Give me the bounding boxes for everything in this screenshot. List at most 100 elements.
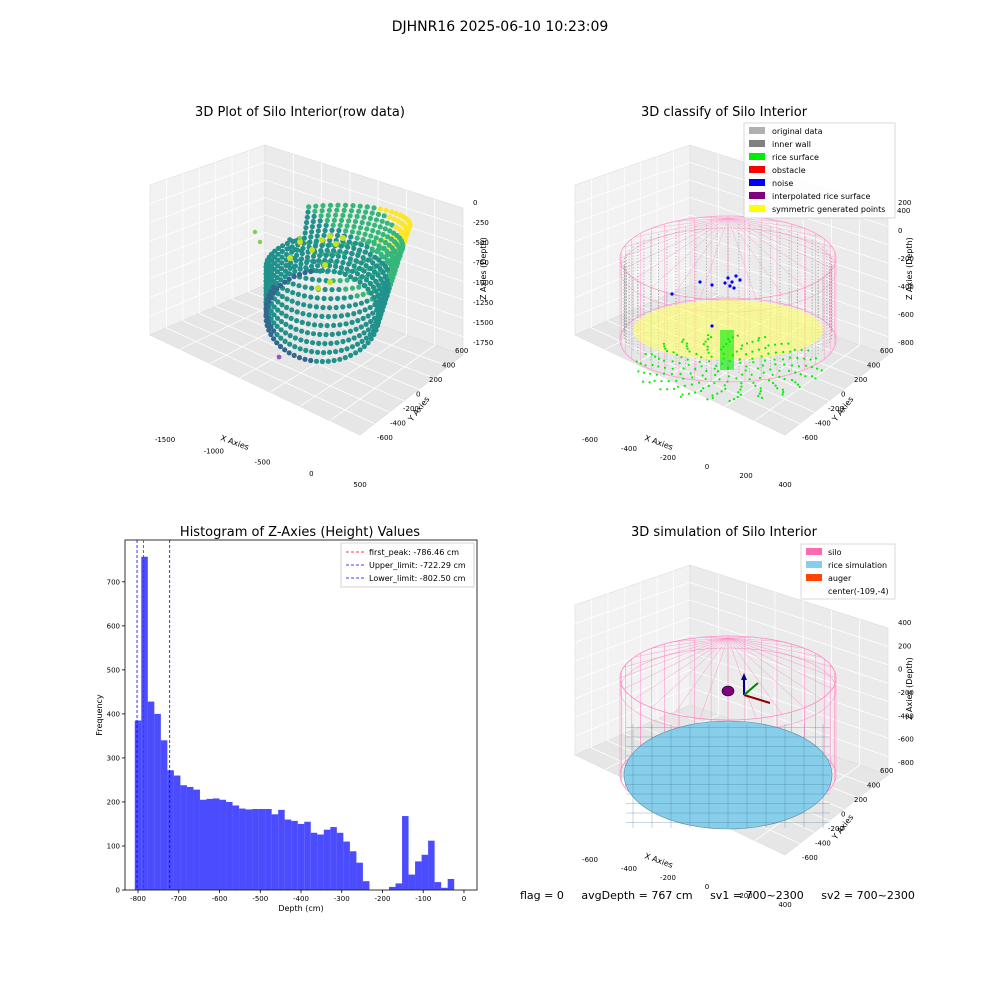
raw-point — [274, 332, 280, 338]
raw-z-tick: -250 — [473, 219, 489, 227]
raw-point — [252, 229, 258, 235]
histogram-x-ticks: -800 -700 -600 -500 -400 -300 -200 -100 0 — [130, 890, 466, 903]
classify-rice-point — [687, 392, 691, 395]
raw-point — [353, 258, 359, 264]
raw-point — [346, 337, 352, 343]
classify-rice-point — [773, 358, 776, 361]
histogram-y-tick-label: 700 — [107, 578, 120, 586]
classify-rice-point — [758, 392, 761, 395]
raw-point — [354, 213, 360, 219]
histogram-bar — [330, 827, 337, 890]
classify-noise-point — [670, 292, 674, 296]
classify-rice-point — [787, 369, 791, 372]
classify-silo-roof-wire — [673, 217, 729, 222]
histogram-title: Histogram of Z-Axies (Height) Values — [180, 525, 420, 540]
classify-rice-point — [723, 384, 726, 387]
raw-point — [287, 255, 293, 261]
classify-rice-point — [737, 391, 740, 394]
raw-point — [315, 228, 321, 234]
raw-point — [379, 290, 385, 296]
raw-point — [352, 302, 359, 308]
raw-point — [367, 251, 373, 258]
classify-legend-label: inner wall — [772, 140, 811, 149]
sim-z-tick: -600 — [898, 736, 914, 744]
raw-point — [290, 281, 296, 287]
raw-point — [333, 212, 339, 218]
sim-silo-roof-wire — [727, 637, 805, 708]
raw-x-tick: 500 — [353, 481, 366, 489]
raw-point — [279, 260, 285, 266]
raw-point — [307, 303, 313, 309]
raw-point — [357, 347, 363, 353]
raw-point — [305, 209, 311, 215]
classify-rice-point — [782, 391, 785, 394]
classify-legend-label: original data — [772, 127, 823, 136]
classify-wall-gridline — [574, 267, 889, 337]
sim-silo-roof-wire — [727, 637, 805, 649]
classify-rice-point — [757, 339, 760, 342]
classify-rice-point — [711, 396, 714, 399]
classify-rice-point — [649, 372, 652, 375]
raw-point — [379, 218, 385, 224]
raw-point — [316, 258, 322, 264]
raw-y-tick: -200 — [403, 405, 419, 413]
raw-point — [364, 226, 370, 232]
classify-x-tick: -200 — [660, 454, 676, 462]
sim-legend-swatch — [806, 574, 822, 581]
raw-point — [328, 340, 334, 346]
raw-x-tick: -500 — [255, 459, 271, 467]
raw-point — [363, 263, 369, 269]
classify-z-tick: -200 — [898, 255, 914, 263]
raw-point — [266, 327, 272, 333]
classify-noise-point — [732, 286, 736, 290]
classify-rice-point — [789, 350, 792, 353]
raw-point — [301, 235, 307, 241]
raw-point — [318, 248, 324, 254]
raw-point — [304, 254, 311, 260]
sim-x-label: X Axies — [643, 851, 674, 870]
raw-point — [333, 349, 339, 355]
classify-rice-point — [736, 395, 739, 399]
histogram-legend: first_peak: -786.46 cm Upper_limit: -722.… — [340, 542, 475, 588]
classify-rice-point — [672, 387, 676, 390]
raw-point — [345, 244, 351, 250]
classify-rice-point — [768, 379, 771, 382]
raw-point — [375, 308, 382, 314]
raw-point — [302, 356, 308, 362]
raw-point — [311, 322, 318, 328]
raw-point — [349, 344, 355, 350]
raw-point — [322, 262, 328, 268]
classify-silo-roof-wire — [727, 217, 822, 238]
raw-point — [327, 279, 333, 285]
raw-point — [292, 344, 298, 350]
classify-rice-point — [659, 388, 662, 391]
raw-x-tick: 0 — [309, 470, 313, 478]
raw-point — [341, 207, 347, 213]
raw-point — [338, 217, 345, 223]
raw-point — [274, 340, 280, 346]
raw-point — [282, 330, 289, 336]
raw-point — [324, 323, 330, 329]
raw-point — [325, 358, 331, 364]
raw-point — [263, 318, 269, 324]
histogram-bar — [199, 799, 207, 890]
classify-y-tick: 200 — [854, 376, 867, 384]
sim-silo-roof-wire — [634, 637, 729, 700]
raw-point — [279, 248, 285, 255]
histogram-bars — [134, 556, 455, 890]
sim-silo-roof-wire — [623, 637, 729, 668]
classify-rice-point — [701, 374, 704, 377]
classify-z-top-tick: 400 — [897, 207, 910, 215]
sim-silo-roof-wire — [727, 637, 757, 639]
classify-rice-point — [695, 352, 698, 356]
raw-point — [295, 300, 301, 306]
raw-point — [354, 271, 361, 277]
classify-rice-point — [715, 364, 718, 367]
raw-point — [299, 256, 305, 262]
raw-point — [371, 240, 377, 247]
classify-rice-point — [757, 337, 761, 340]
classify-silo-roof-wire — [727, 217, 833, 270]
classify-rice-point — [682, 338, 685, 341]
classify-rice-point — [790, 364, 794, 367]
classify-rice-point — [686, 358, 689, 361]
